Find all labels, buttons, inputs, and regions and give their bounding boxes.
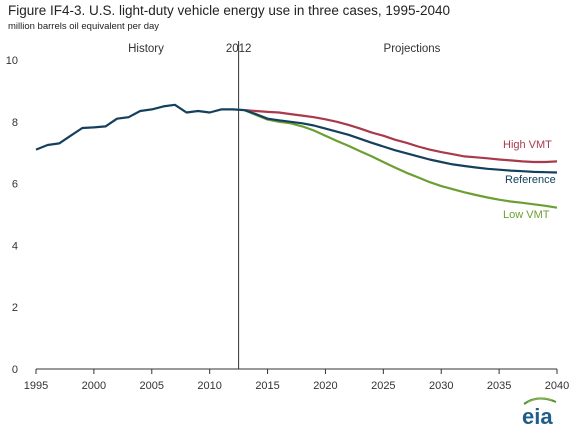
x-tick-label: 2010 (197, 380, 221, 392)
y-tick-label: 10 (6, 55, 18, 67)
series-line-high (244, 109, 558, 164)
y-tick-label: 0 (12, 364, 18, 376)
chart-labels: History 2012 Projections High VMT Reference L… (128, 43, 556, 221)
series-label-high: High VMT (503, 139, 552, 151)
chart-lines (35, 103, 558, 209)
x-tick-label: 2025 (371, 380, 395, 392)
chart-title: Figure IF4-3. U.S. light-duty vehicle en… (8, 3, 450, 18)
y-tick-label: 8 (12, 117, 18, 129)
series-label-low: Low VMT (503, 209, 550, 221)
region-label-divider: 2012 (226, 43, 252, 55)
x-tick-label: 2030 (429, 380, 453, 392)
y-tick-label: 4 (12, 240, 18, 252)
logo-text: eia (522, 404, 553, 428)
chart-subtitle: million barrels oil equivalent per day (8, 21, 160, 32)
series-line-low (243, 109, 558, 209)
region-label-projections: Projections (384, 43, 441, 55)
series-line-reference (244, 109, 558, 174)
region-label-history: History (128, 43, 164, 55)
chart-axes: 1995 2000 2005 2010 2015 2020 2025 2030 2035 2040… (6, 41, 569, 392)
y-tick-label: 6 (12, 179, 18, 191)
x-tick-label: 2005 (140, 380, 164, 392)
series-label-reference: Reference (505, 174, 556, 186)
x-tick-label: 2015 (255, 380, 279, 392)
x-tick-label: 2035 (487, 380, 511, 392)
series-line-history (35, 103, 245, 151)
x-tick-label: 2040 (545, 380, 569, 392)
eia-logo: eia (518, 396, 564, 433)
x-tick-label: 2020 (313, 380, 337, 392)
x-tick-label: 2000 (82, 380, 106, 392)
x-tick-label: 1995 (24, 380, 48, 392)
y-tick-label: 2 (12, 302, 18, 314)
